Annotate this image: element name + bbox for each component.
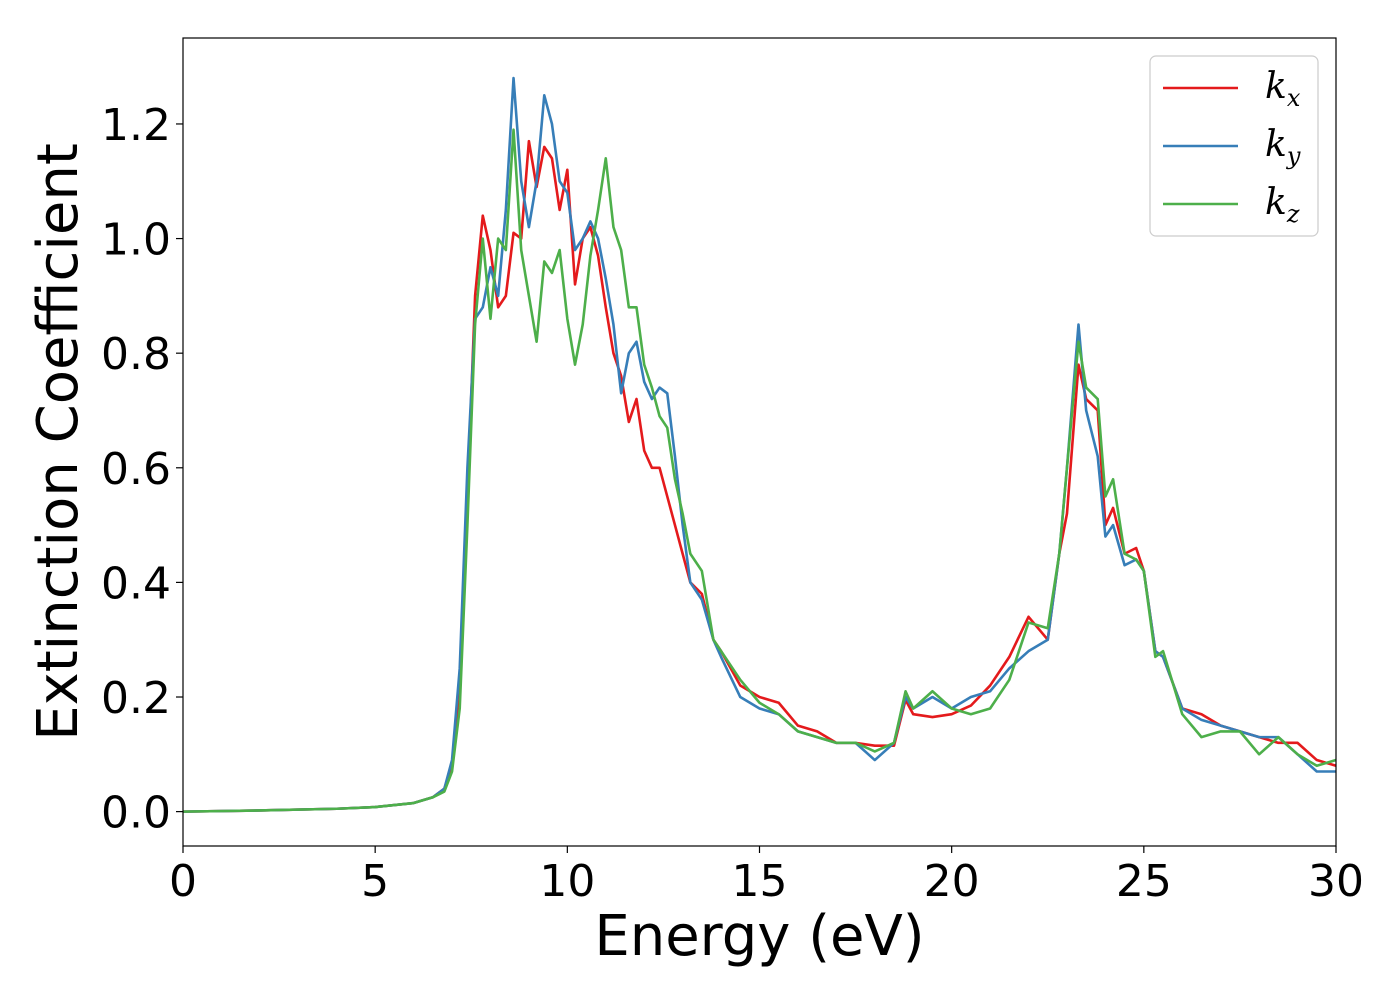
y-tick-label: 0.2 — [101, 673, 171, 724]
y-tick-label: 1.2 — [101, 100, 171, 151]
y-tick-label: 0.0 — [101, 788, 171, 839]
y-tick-label: 0.6 — [101, 444, 171, 495]
series-line-x — [183, 139, 1336, 813]
x-tick-label: 10 — [539, 856, 595, 907]
x-tick-label: 25 — [1116, 856, 1172, 907]
series-layer — [183, 76, 1336, 813]
y-axis-label: Extinction Coefficient — [26, 143, 91, 741]
x-axis: 0 5 10 15 20 25 30 — [169, 846, 1364, 907]
x-axis-label: Energy (eV) — [594, 904, 924, 969]
legend-label-y: ky — [1265, 124, 1301, 170]
series-line-z — [183, 128, 1336, 813]
y-axis: 0.0 0.2 0.4 0.6 0.8 1.0 1.2 — [101, 100, 183, 839]
x-tick-label: 0 — [169, 856, 197, 907]
x-tick-label: 30 — [1308, 856, 1364, 907]
y-tick-label: 0.8 — [101, 329, 171, 380]
y-tick-label: 0.4 — [101, 558, 171, 609]
legend-label-x: kx — [1265, 66, 1301, 112]
legend-label-z: kz — [1265, 182, 1300, 228]
x-tick-label: 20 — [924, 856, 980, 907]
legend: kx ky kz — [1149, 55, 1319, 237]
y-tick-label: 1.0 — [101, 215, 171, 266]
x-tick-label: 15 — [732, 856, 788, 907]
x-tick-label: 5 — [361, 856, 389, 907]
